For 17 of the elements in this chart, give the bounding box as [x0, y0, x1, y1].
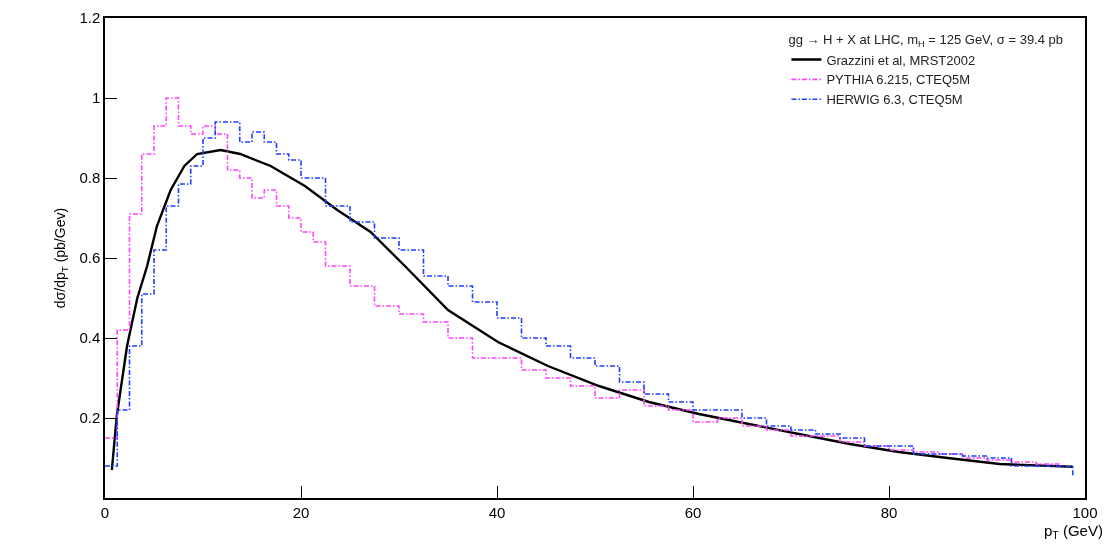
- y-tick-label: 1: [91, 89, 101, 107]
- x-tick-label: 100: [1072, 503, 1098, 521]
- legend-label: Grazzini et al, MRST2002: [826, 52, 976, 68]
- y-tick-label: 1.2: [79, 9, 101, 27]
- x-tick-label: 60: [684, 503, 702, 521]
- y-tick-label: 0.4: [79, 329, 101, 347]
- y-tick-label: 0.2: [79, 409, 101, 427]
- x-tick-label: 20: [292, 503, 310, 521]
- y-tick-label: 0.8: [79, 169, 101, 187]
- y-tick-label: 0.6: [79, 249, 101, 267]
- x-tick-label: 40: [488, 503, 506, 521]
- legend-label: HERWIG 6.3, CTEQ5M: [826, 92, 963, 108]
- legend-title: gg → H + X at LHC, m$_{H}$ = 125 GeV, σ = 39.4 pb: [788, 32, 1064, 50]
- x-tick-label: 0: [100, 503, 110, 521]
- legend-label: PYTHIA 6.215, CTEQ5M: [826, 72, 971, 88]
- x-tick-label: 80: [880, 503, 898, 521]
- x-axis-title: p$_{T}$ (GeV): [1044, 522, 1103, 542]
